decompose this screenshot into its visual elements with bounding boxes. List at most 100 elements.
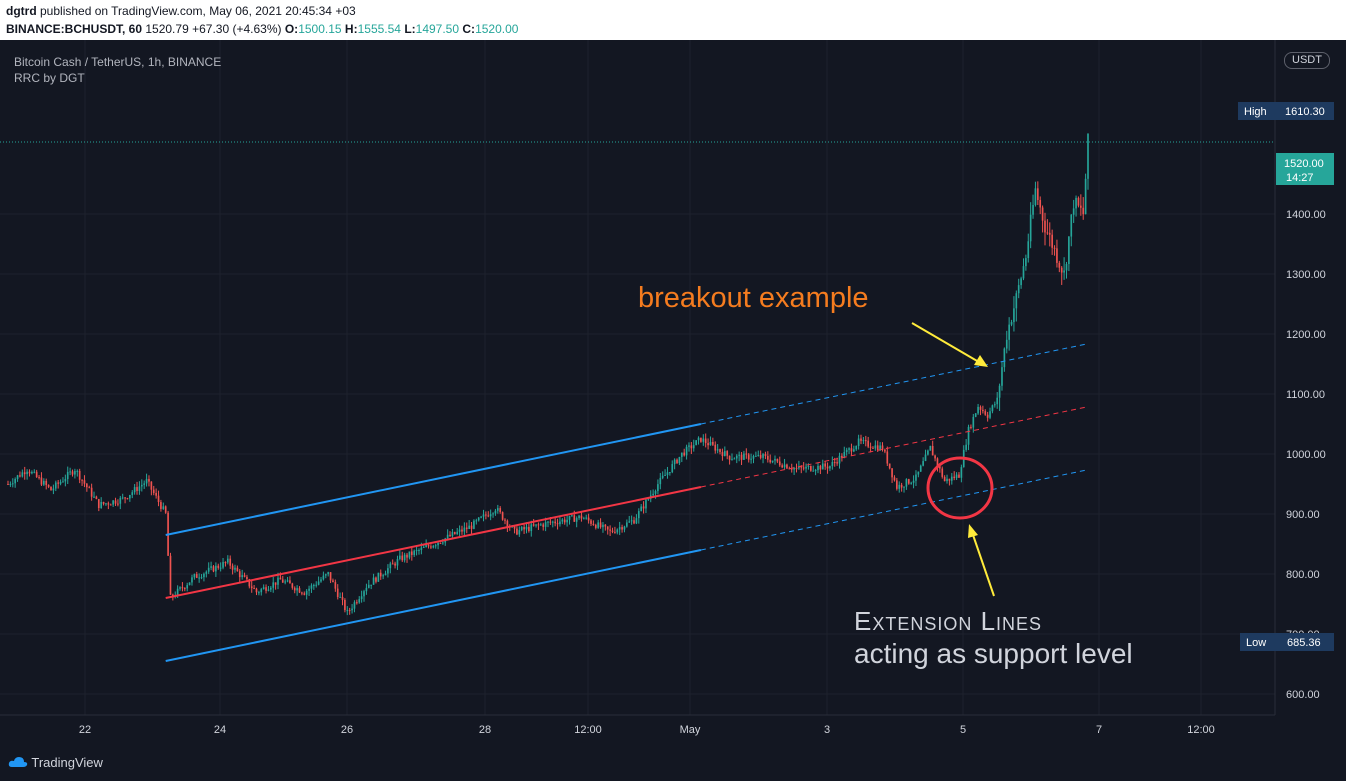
chart-area[interactable]: 600.00700.00800.00900.001000.001100.0012…	[0, 40, 1346, 742]
price-tick-label: 1200.00	[1286, 329, 1326, 341]
candle	[915, 470, 917, 486]
candle	[284, 579, 287, 585]
publisher-line: dgtrd published on TradingView.com, May …	[6, 4, 356, 18]
candle	[136, 481, 138, 495]
time-tick-label: 5	[960, 724, 966, 736]
candle	[241, 569, 243, 580]
candle	[76, 469, 79, 477]
candle	[704, 433, 707, 448]
candle	[692, 439, 695, 452]
candle	[757, 450, 760, 457]
candle	[958, 472, 960, 478]
candle	[539, 522, 542, 526]
candle	[862, 437, 865, 445]
price-axis-ticks: 600.00700.00800.00900.001000.001100.0012…	[1286, 209, 1326, 701]
candle	[109, 503, 112, 506]
candle	[697, 436, 700, 445]
mid-extension-line	[700, 406, 1089, 488]
candle	[683, 448, 686, 457]
candle	[480, 515, 482, 519]
price-change: +67.30 (+4.63%)	[192, 22, 282, 36]
candle	[236, 565, 239, 572]
candle	[1068, 236, 1070, 272]
tradingview-cloud-icon	[8, 757, 28, 767]
candle	[470, 521, 473, 535]
candle	[198, 573, 200, 583]
candle	[809, 465, 812, 472]
candle	[826, 462, 829, 474]
lower-extension-line	[700, 469, 1089, 551]
breakout-arrow-line	[911, 322, 985, 366]
candle	[721, 448, 724, 461]
candle	[688, 442, 690, 452]
currency-selector[interactable]: USDT	[1284, 52, 1330, 69]
candle	[516, 526, 518, 536]
close-value: 1520.00	[475, 22, 519, 36]
candle	[927, 449, 929, 456]
candle	[332, 578, 334, 583]
candle	[183, 587, 186, 592]
candle	[583, 516, 585, 520]
candle	[551, 520, 554, 528]
tradingview-logo[interactable]: TradingView	[8, 755, 103, 770]
candle	[324, 573, 327, 579]
low-tag-label: Low	[1246, 637, 1266, 649]
candle	[669, 472, 671, 476]
candle	[238, 569, 241, 583]
candle	[886, 446, 889, 466]
candle	[972, 413, 975, 433]
candle	[568, 515, 571, 525]
candle	[805, 463, 807, 473]
candle	[1082, 197, 1085, 220]
candle	[181, 582, 184, 592]
candle	[953, 471, 956, 481]
bar-countdown: 14:27	[1286, 172, 1314, 184]
candlestick-chart[interactable]: 600.00700.00800.00900.001000.001100.0012…	[0, 40, 1346, 742]
candle	[812, 465, 815, 472]
candle	[97, 498, 100, 512]
candle	[547, 520, 549, 528]
candle	[298, 586, 301, 594]
candle	[150, 481, 153, 496]
candle	[900, 482, 903, 492]
candle	[188, 582, 191, 586]
candle	[272, 576, 275, 593]
candle	[401, 551, 404, 562]
candle	[143, 480, 146, 489]
candle	[1060, 266, 1063, 285]
candle	[86, 482, 88, 492]
regression-channel	[165, 343, 1089, 662]
candle	[867, 436, 870, 449]
candle	[1013, 296, 1015, 332]
candle	[289, 576, 291, 584]
candle	[821, 459, 824, 470]
candle	[537, 522, 540, 530]
candle	[403, 552, 406, 563]
publisher-name[interactable]: dgtrd	[6, 4, 37, 18]
current-price-value: 1520.00	[1284, 158, 1324, 170]
candle	[955, 472, 958, 481]
candle	[102, 501, 105, 506]
candle	[152, 485, 155, 496]
candle	[260, 587, 263, 596]
candle	[888, 463, 891, 470]
candle	[262, 584, 265, 590]
candle	[293, 586, 296, 594]
symbol-title[interactable]: Bitcoin Cash / TetherUS, 1h, BINANCE	[14, 55, 222, 69]
candle	[731, 453, 733, 461]
tradingview-brand: TradingView	[31, 755, 103, 770]
candle	[1008, 317, 1010, 351]
candle	[28, 469, 31, 477]
candle	[771, 460, 774, 464]
candle	[917, 471, 920, 478]
candle	[93, 491, 95, 499]
indicator-title[interactable]: RRC by DGT	[14, 71, 85, 85]
candle	[735, 454, 738, 464]
published-header: dgtrd published on TradingView.com, May …	[0, 0, 1346, 40]
candle	[1020, 276, 1022, 289]
candle	[621, 524, 623, 533]
candle	[783, 458, 786, 469]
candle	[676, 458, 678, 464]
candle	[23, 466, 26, 480]
candle	[728, 455, 731, 465]
